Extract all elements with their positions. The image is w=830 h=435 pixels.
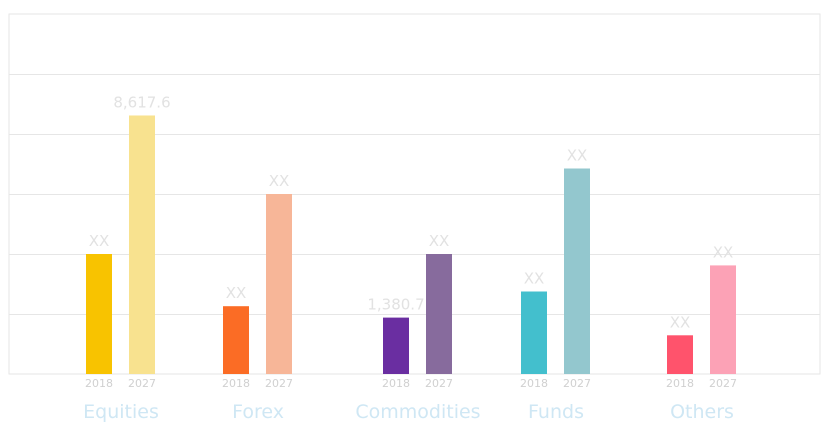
- year-label: 2027: [709, 377, 737, 390]
- bar-others-2027: [710, 265, 736, 374]
- year-label: 2018: [222, 377, 250, 390]
- bar-commodities-2027: [426, 254, 452, 374]
- year-label: 2018: [382, 377, 410, 390]
- bar-funds-2018: [521, 291, 547, 374]
- year-label: 2027: [265, 377, 293, 390]
- bar-forex-2018: [223, 306, 249, 374]
- category-label: Equities: [83, 401, 159, 423]
- data-label: XX: [524, 270, 545, 288]
- bar-equities-2018: [86, 254, 112, 374]
- data-label: XX: [429, 232, 450, 250]
- data-label: XX: [89, 232, 110, 250]
- data-label: 1,380.7: [367, 296, 424, 314]
- category-label: Forex: [232, 401, 284, 423]
- data-label: XX: [226, 284, 247, 302]
- data-label: 8,617.6: [113, 93, 170, 111]
- category-label: Funds: [528, 401, 584, 423]
- bars: [86, 115, 736, 375]
- data-label: XX: [713, 243, 734, 261]
- bar-equities-2027: [129, 115, 155, 375]
- bar-funds-2027: [564, 168, 590, 374]
- year-label: 2027: [425, 377, 453, 390]
- year-label: 2027: [128, 377, 156, 390]
- data-label: XX: [670, 313, 691, 331]
- bar-forex-2027: [266, 194, 292, 374]
- bar-others-2018: [667, 335, 693, 374]
- data-label: XX: [567, 147, 588, 165]
- year-label: 2018: [85, 377, 113, 390]
- data-label: XX: [269, 172, 290, 190]
- bar-commodities-2018: [383, 317, 409, 374]
- year-label: 2018: [666, 377, 694, 390]
- labels: XX 2018 8,617.6 2027 Equities XX 2018 XX 2027 For…: [83, 93, 737, 423]
- year-label: 2018: [520, 377, 548, 390]
- category-label: Others: [670, 401, 734, 423]
- category-label: Commodities: [355, 401, 480, 423]
- year-label: 2027: [563, 377, 591, 390]
